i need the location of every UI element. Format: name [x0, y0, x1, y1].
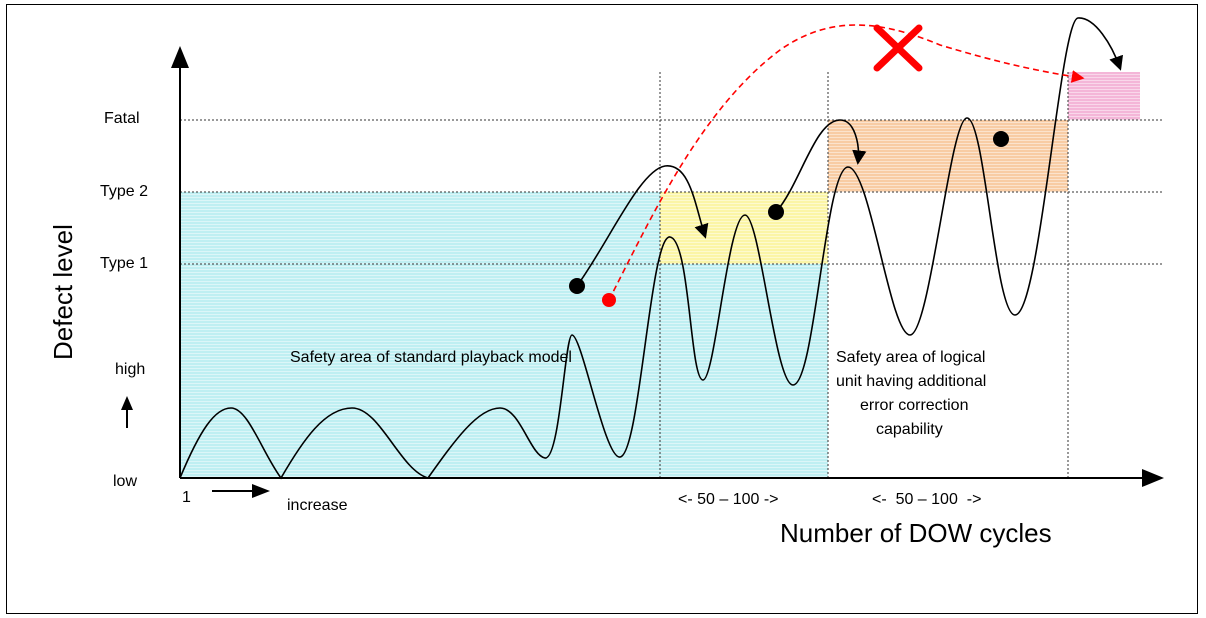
- red-dot: [602, 293, 616, 307]
- pink-beyond-fatal-area: [1068, 72, 1140, 120]
- interval-label-2: <- 50 – 100 ->: [872, 491, 981, 508]
- logical-area-label-line2: unit having additional: [836, 373, 986, 390]
- black-jump-arrows: [576, 119, 867, 287]
- cross-icon: [873, 24, 923, 72]
- x-start-label: 1: [182, 489, 191, 506]
- y-axis: [171, 46, 189, 478]
- increase-label: increase: [287, 497, 348, 514]
- yellow-type2-area: [660, 192, 828, 264]
- level-gridlines: [180, 72, 1164, 478]
- high-label: high: [115, 361, 145, 378]
- level-label-type1: Type 1: [100, 255, 148, 272]
- arrow-right-icon: [212, 484, 270, 498]
- arrow-up-icon: [121, 396, 133, 428]
- low-label: low: [113, 473, 137, 490]
- black-dots: [569, 131, 1009, 294]
- red-dashed-path: [608, 24, 1085, 301]
- interval-label-1: <- 50 – 100 ->: [678, 491, 779, 508]
- defect-level-curve: [179, 17, 1124, 480]
- standard-area-label: Safety area of standard playback model: [290, 349, 572, 366]
- level-label-fatal: Fatal: [104, 110, 140, 127]
- x-axis: [180, 469, 1164, 487]
- x-axis-title: Number of DOW cycles: [780, 518, 1052, 548]
- y-axis-title: Defect level: [48, 224, 78, 360]
- logical-area-label-line1: Safety area of logical: [836, 349, 985, 366]
- logical-area-label-line4: capability: [876, 421, 943, 438]
- logical-area-label-line3: error correction: [860, 397, 968, 414]
- level-label-type2: Type 2: [100, 183, 148, 200]
